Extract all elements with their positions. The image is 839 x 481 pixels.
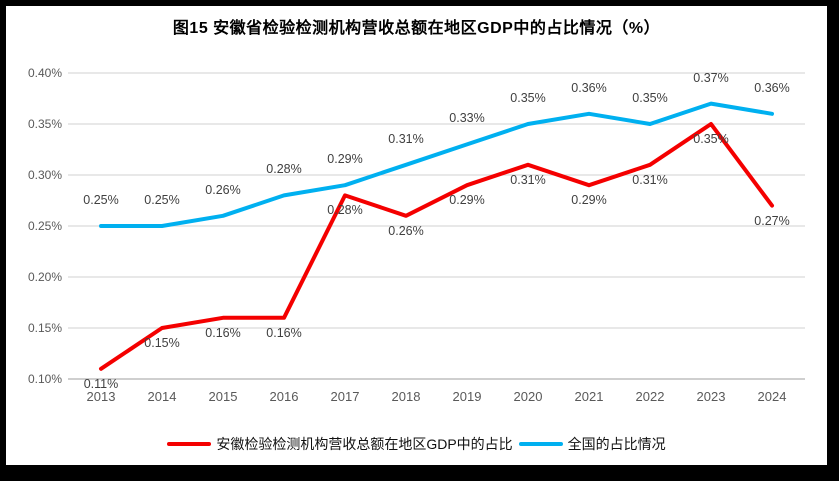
legend-label-national: 全国的占比情况: [567, 436, 666, 452]
legend-item-national: 全国的占比情况: [518, 434, 666, 454]
legend-label-anhui: 安徽检验检测机构营收总额在地区GDP中的占比: [216, 436, 513, 452]
blue-line-sample-icon: [518, 442, 563, 446]
legend-item-anhui: 安徽检验检测机构营收总额在地区GDP中的占比: [167, 434, 513, 454]
series-line-anhui: [99, 122, 774, 371]
chart-title: 图15 安徽省检验检测机构营收总额在地区GDP中的占比情况（%）: [172, 20, 661, 37]
series-line-national: [99, 101, 774, 228]
red-line-sample-icon: [167, 442, 212, 446]
legend: 安徽检验检测机构营收总额在地区GDP中的占比 全国的占比情况: [0, 434, 833, 454]
chart-background: [6, 6, 827, 465]
